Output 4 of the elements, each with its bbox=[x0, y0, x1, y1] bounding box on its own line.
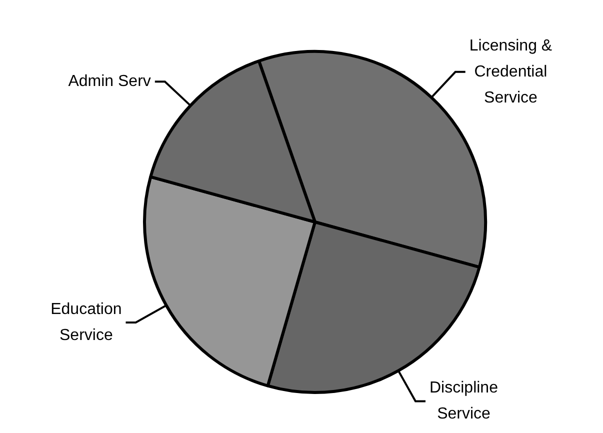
slice-label: Education Service bbox=[50, 300, 122, 344]
slice-label: Admin Serv bbox=[68, 73, 151, 90]
slice-label: Discipline Service bbox=[430, 380, 498, 423]
slice-label: Licensing & Credential Service bbox=[469, 37, 552, 106]
